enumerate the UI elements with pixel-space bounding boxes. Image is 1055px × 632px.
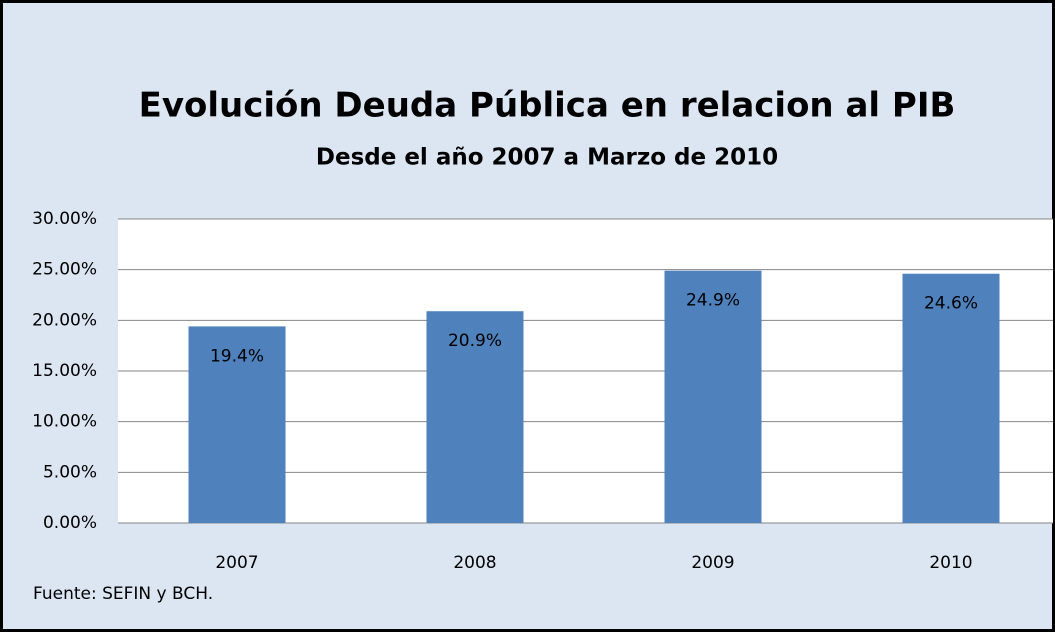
data-label: 19.4%: [210, 346, 264, 366]
bar: [426, 311, 524, 523]
bar: [902, 273, 1000, 523]
y-tick-label: 5.00%: [43, 462, 97, 482]
source-note: Fuente: SEFIN y BCH.: [33, 584, 213, 604]
bar: [188, 326, 286, 523]
x-tick-label: 2010: [929, 553, 972, 573]
data-label: 24.9%: [686, 291, 740, 311]
data-label: 24.6%: [924, 294, 978, 314]
x-tick-label: 2009: [691, 553, 734, 573]
chart-title: Evolución Deuda Pública en relacion al P…: [139, 86, 956, 126]
y-tick-label: 20.00%: [32, 310, 97, 330]
y-tick-label: 15.00%: [32, 361, 97, 381]
y-tick-label: 30.00%: [32, 209, 97, 229]
y-tick-label: 10.00%: [32, 412, 97, 432]
x-tick-label: 2008: [453, 553, 496, 573]
x-tick-label: 2007: [215, 553, 258, 573]
bar: [664, 270, 762, 523]
y-tick-label: 0.00%: [43, 513, 97, 533]
y-tick-label: 25.00%: [32, 260, 97, 280]
chart-subtitle: Desde el año 2007 a Marzo de 2010: [316, 145, 778, 171]
data-label: 20.9%: [448, 331, 502, 351]
